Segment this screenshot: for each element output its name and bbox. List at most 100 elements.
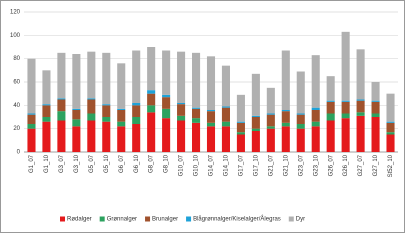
bar-segment [57, 120, 66, 152]
bar-segment [162, 118, 171, 152]
legend-swatch [186, 216, 192, 222]
bar-segment [236, 94, 245, 122]
bar-segment [371, 82, 380, 101]
x-tick-label: G27_10 [373, 154, 379, 176]
bar-segment [162, 50, 171, 95]
bar-segment [386, 132, 395, 135]
bar-segment [162, 97, 171, 109]
bar-segment [356, 112, 365, 116]
y-tick-label: 20 [13, 126, 20, 132]
bar-segment [117, 110, 126, 122]
bar-segment [326, 120, 335, 152]
bar-segment [147, 112, 156, 152]
bar-segment [251, 73, 260, 116]
bar-segment [326, 76, 335, 101]
x-tick-label: G1_10 [44, 154, 50, 173]
x-tick-label: G17_07 [238, 154, 244, 176]
bar-segment [72, 110, 81, 120]
bar-segment [177, 51, 186, 103]
bar-segment [27, 128, 36, 152]
x-tick-label: G5_10 [104, 154, 110, 173]
bar-segment [221, 65, 230, 107]
bar-segment [72, 108, 81, 110]
bar-segment [251, 131, 260, 152]
bar-segment [27, 113, 36, 115]
bar-segment [266, 87, 275, 114]
bar-segment [371, 101, 380, 114]
bar-segment [57, 111, 66, 121]
x-tick-label: G8_10 [164, 154, 170, 173]
bar-segment [102, 121, 111, 152]
bar-segment [356, 115, 365, 152]
bar-segment [236, 134, 245, 152]
bar-segment [251, 115, 260, 117]
bar-segment [102, 117, 111, 122]
bar-segment [177, 120, 186, 152]
bar-segment [311, 55, 320, 108]
legend-swatch [99, 216, 105, 222]
bar-segment [206, 111, 216, 123]
bar-segment [162, 108, 171, 119]
bar-segment [221, 106, 230, 108]
x-tick-label: G27_07 [358, 154, 364, 176]
bar-segment [132, 50, 141, 103]
bar-segment [192, 108, 201, 119]
bar-segment [341, 100, 350, 102]
bar-segment [206, 56, 216, 110]
bar-segment [177, 103, 186, 105]
x-tick-label: G10_07 [179, 154, 185, 176]
bar-segment [371, 100, 380, 102]
bar-segment [42, 104, 51, 106]
bar-segment [371, 113, 380, 117]
legend-label: Dyr [296, 217, 305, 223]
bar-segment [102, 105, 111, 117]
bar-segment [42, 117, 51, 122]
bar-segment [57, 99, 66, 112]
legend-label: Grønnalger [107, 217, 137, 223]
bar-segment [296, 71, 305, 114]
bar-segment [251, 117, 260, 129]
bar-segment [356, 100, 365, 113]
bar-segment [386, 93, 395, 122]
bar-segment [386, 134, 395, 152]
x-tick-label: G26_10 [343, 154, 349, 176]
x-tick-label: G3_10 [74, 154, 80, 173]
x-tick-label: G5_07 [89, 154, 95, 173]
x-tick-label: G23_07 [298, 154, 304, 176]
bar-segment [87, 51, 96, 99]
bar-segment [42, 121, 51, 152]
bar-segment [27, 114, 36, 124]
bar-segment [341, 101, 350, 114]
bar-segment [326, 113, 335, 121]
bar-segment [281, 126, 290, 152]
bar-segment [42, 70, 51, 105]
bar-segment [266, 128, 275, 152]
bar-segment [326, 101, 335, 114]
legend-swatch [288, 216, 294, 222]
bar-segment [72, 119, 81, 127]
bar-segment [296, 128, 305, 152]
bar-segment [206, 110, 216, 112]
bar-segment [281, 122, 290, 127]
bar-segment [311, 121, 320, 127]
bar-segment [147, 105, 156, 113]
bar-segment [221, 121, 230, 127]
bar-segment [72, 54, 81, 109]
x-tick-label: G21_10 [283, 154, 289, 176]
bar-segment [177, 115, 186, 121]
frame [0, 0, 405, 233]
bar-segment [102, 104, 111, 106]
bar-segment [296, 124, 305, 129]
bar-segment [177, 104, 186, 116]
x-tick-label: G6_10 [134, 154, 140, 173]
bar-segment [311, 126, 320, 152]
y-tick-label: 100 [10, 33, 21, 39]
bar-segment [117, 121, 126, 127]
bar-segment [281, 50, 290, 110]
bar-segment [42, 105, 51, 117]
bar-segment [326, 100, 335, 102]
bar-segment [266, 113, 275, 115]
bar-segment [57, 98, 66, 100]
bar-segment [192, 118, 201, 123]
legend-label: Rødalger [67, 217, 92, 223]
